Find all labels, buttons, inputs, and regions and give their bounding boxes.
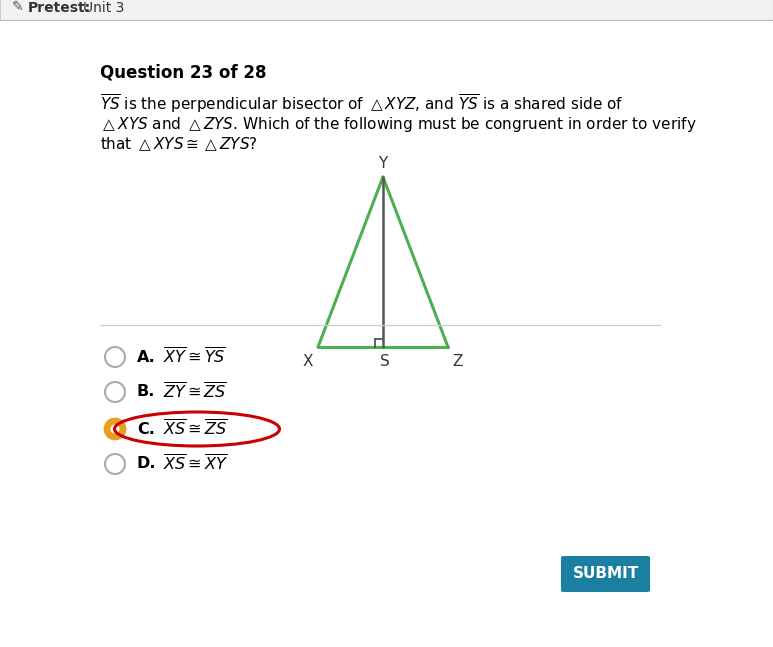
FancyBboxPatch shape <box>0 0 773 20</box>
Text: Y: Y <box>378 157 387 171</box>
Circle shape <box>105 419 125 439</box>
Text: $\overline{XS} \cong \overline{XY}$: $\overline{XS} \cong \overline{XY}$ <box>163 454 228 474</box>
Circle shape <box>105 347 125 367</box>
Text: $\overline{ZY} \cong \overline{ZS}$: $\overline{ZY} \cong \overline{ZS}$ <box>163 382 226 402</box>
Text: A.: A. <box>137 349 155 364</box>
Circle shape <box>105 454 125 474</box>
Text: $\overline{YS}$ is the perpendicular bisector of $\triangle XYZ$, and $\overline: $\overline{YS}$ is the perpendicular bis… <box>100 93 624 115</box>
Text: D.: D. <box>137 457 156 472</box>
Text: Unit 3: Unit 3 <box>83 1 124 14</box>
Text: $\triangle XYS$ and $\triangle ZYS$. Which of the following must be congruent in: $\triangle XYS$ and $\triangle ZYS$. Whi… <box>100 115 696 133</box>
Text: SUBMIT: SUBMIT <box>572 567 638 582</box>
Text: S: S <box>380 353 390 369</box>
Text: Pretest:: Pretest: <box>28 1 91 14</box>
Text: that $\triangle XYS \cong \triangle ZYS$?: that $\triangle XYS \cong \triangle ZYS$… <box>100 135 257 153</box>
Text: $\overline{XS} \cong \overline{ZS}$: $\overline{XS} \cong \overline{ZS}$ <box>163 419 227 439</box>
Text: ✎: ✎ <box>12 1 24 14</box>
Text: C.: C. <box>137 421 155 437</box>
Text: B.: B. <box>137 384 155 399</box>
FancyBboxPatch shape <box>561 556 650 592</box>
Circle shape <box>105 382 125 402</box>
Circle shape <box>111 424 120 433</box>
Text: $\overline{XY} \cong \overline{YS}$: $\overline{XY} \cong \overline{YS}$ <box>163 347 226 367</box>
Text: Z: Z <box>453 353 463 369</box>
Text: Question 23 of 28: Question 23 of 28 <box>100 63 267 81</box>
Text: X: X <box>303 353 313 369</box>
